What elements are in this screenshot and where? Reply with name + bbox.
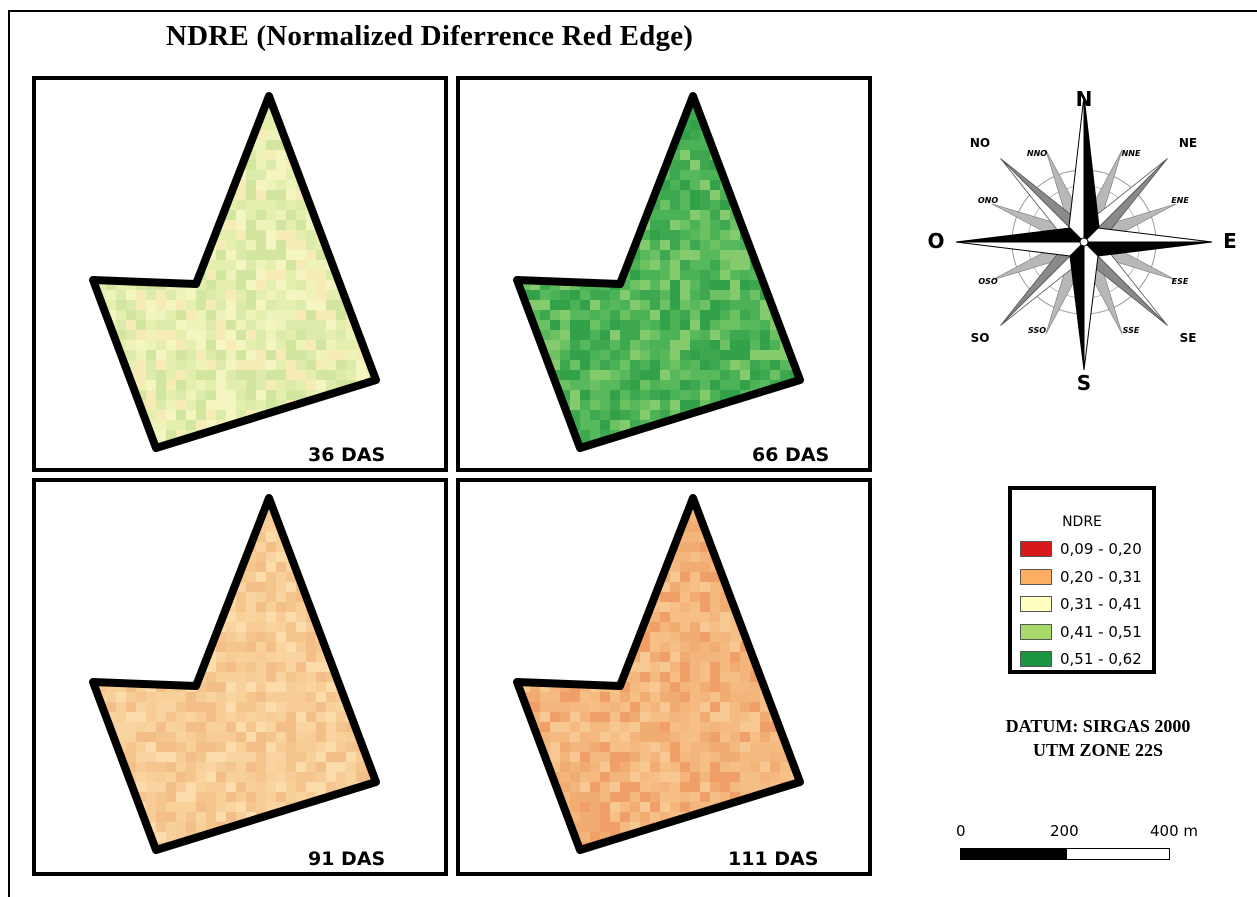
map-title: NDRE (Normalized Diferrence Red Edge): [166, 20, 694, 52]
scale-bar-black: [960, 848, 1066, 860]
field-outline: [89, 494, 380, 854]
field-map: [89, 92, 380, 452]
compass-rose: N S E O NE NO SE SO NNE NNO ENE ONO ESE …: [927, 87, 1237, 394]
field-outline: [89, 92, 380, 452]
legend-label: 0,31 - 0,41: [1060, 595, 1142, 613]
compass-n: N: [1076, 87, 1093, 111]
compass-sse: SSE: [1123, 326, 1140, 335]
datum-line-2: UTM ZONE 22S: [1032, 740, 1164, 760]
panel-label: 111 DAS: [728, 848, 819, 870]
field-raster: [517, 498, 800, 850]
field-outline: [513, 494, 804, 854]
field-raster: [93, 96, 376, 448]
compass-e: E: [1223, 229, 1237, 253]
legend-swatch: [1020, 624, 1052, 640]
legend-label: 0,41 - 0,51: [1060, 623, 1142, 641]
legend-swatch: [1020, 596, 1052, 612]
intercardinal-points-icon: [1000, 158, 1168, 326]
datum-line-1: DATUM: SIRGAS 2000: [1005, 716, 1191, 736]
compass-se: SE: [1180, 331, 1197, 345]
compass-nne: NNE: [1122, 149, 1141, 158]
field-map: [513, 92, 804, 452]
field-map: [89, 494, 380, 854]
legend: NDRE 0,09 - 0,20 0,20 - 0,31 0,31 - 0,41…: [1008, 486, 1156, 674]
legend-title: NDRE: [1062, 514, 1102, 530]
compass-so: SO: [971, 331, 990, 345]
compass-oso: OSO: [978, 277, 998, 286]
cardinal-points-icon: [955, 95, 1213, 371]
panel-36-das: 36 DAS: [32, 76, 448, 472]
panel-66-das: 66 DAS: [456, 76, 872, 472]
panel-111-das: 111 DAS: [456, 478, 872, 876]
scale-label-400: 400 m: [1150, 822, 1199, 840]
field-outline: [513, 92, 804, 452]
compass-ese: ESE: [1172, 277, 1189, 286]
legend-swatch: [1020, 541, 1052, 557]
field-raster: [517, 96, 800, 448]
field-map: [513, 494, 804, 854]
legend-label: 0,51 - 0,62: [1060, 650, 1142, 668]
field-raster: [93, 498, 376, 850]
compass-ene: ENE: [1171, 196, 1189, 205]
scale-bar-white: [1066, 848, 1170, 860]
compass-nno: NNO: [1027, 149, 1047, 158]
compass-no: NO: [970, 136, 990, 150]
compass-s: S: [1077, 371, 1091, 394]
scale-label-200: 200: [1050, 822, 1079, 840]
legend-swatch: [1020, 651, 1052, 667]
map-frame: [8, 10, 1257, 897]
panel-label: 91 DAS: [308, 848, 386, 870]
panel-91-das: 91 DAS: [32, 478, 448, 876]
legend-label: 0,20 - 0,31: [1060, 568, 1142, 586]
legend-swatch: [1020, 569, 1052, 585]
compass-ne: NE: [1179, 136, 1197, 150]
panel-label: 66 DAS: [752, 444, 830, 466]
scale-label-0: 0: [956, 822, 966, 840]
compass-o: O: [927, 229, 944, 253]
compass-ono: ONO: [978, 196, 998, 205]
compass-sso: SSO: [1028, 326, 1046, 335]
legend-label: 0,09 - 0,20: [1060, 540, 1142, 558]
panel-label: 36 DAS: [308, 444, 386, 466]
scale-bar: 0 200 400 m: [950, 818, 1198, 868]
